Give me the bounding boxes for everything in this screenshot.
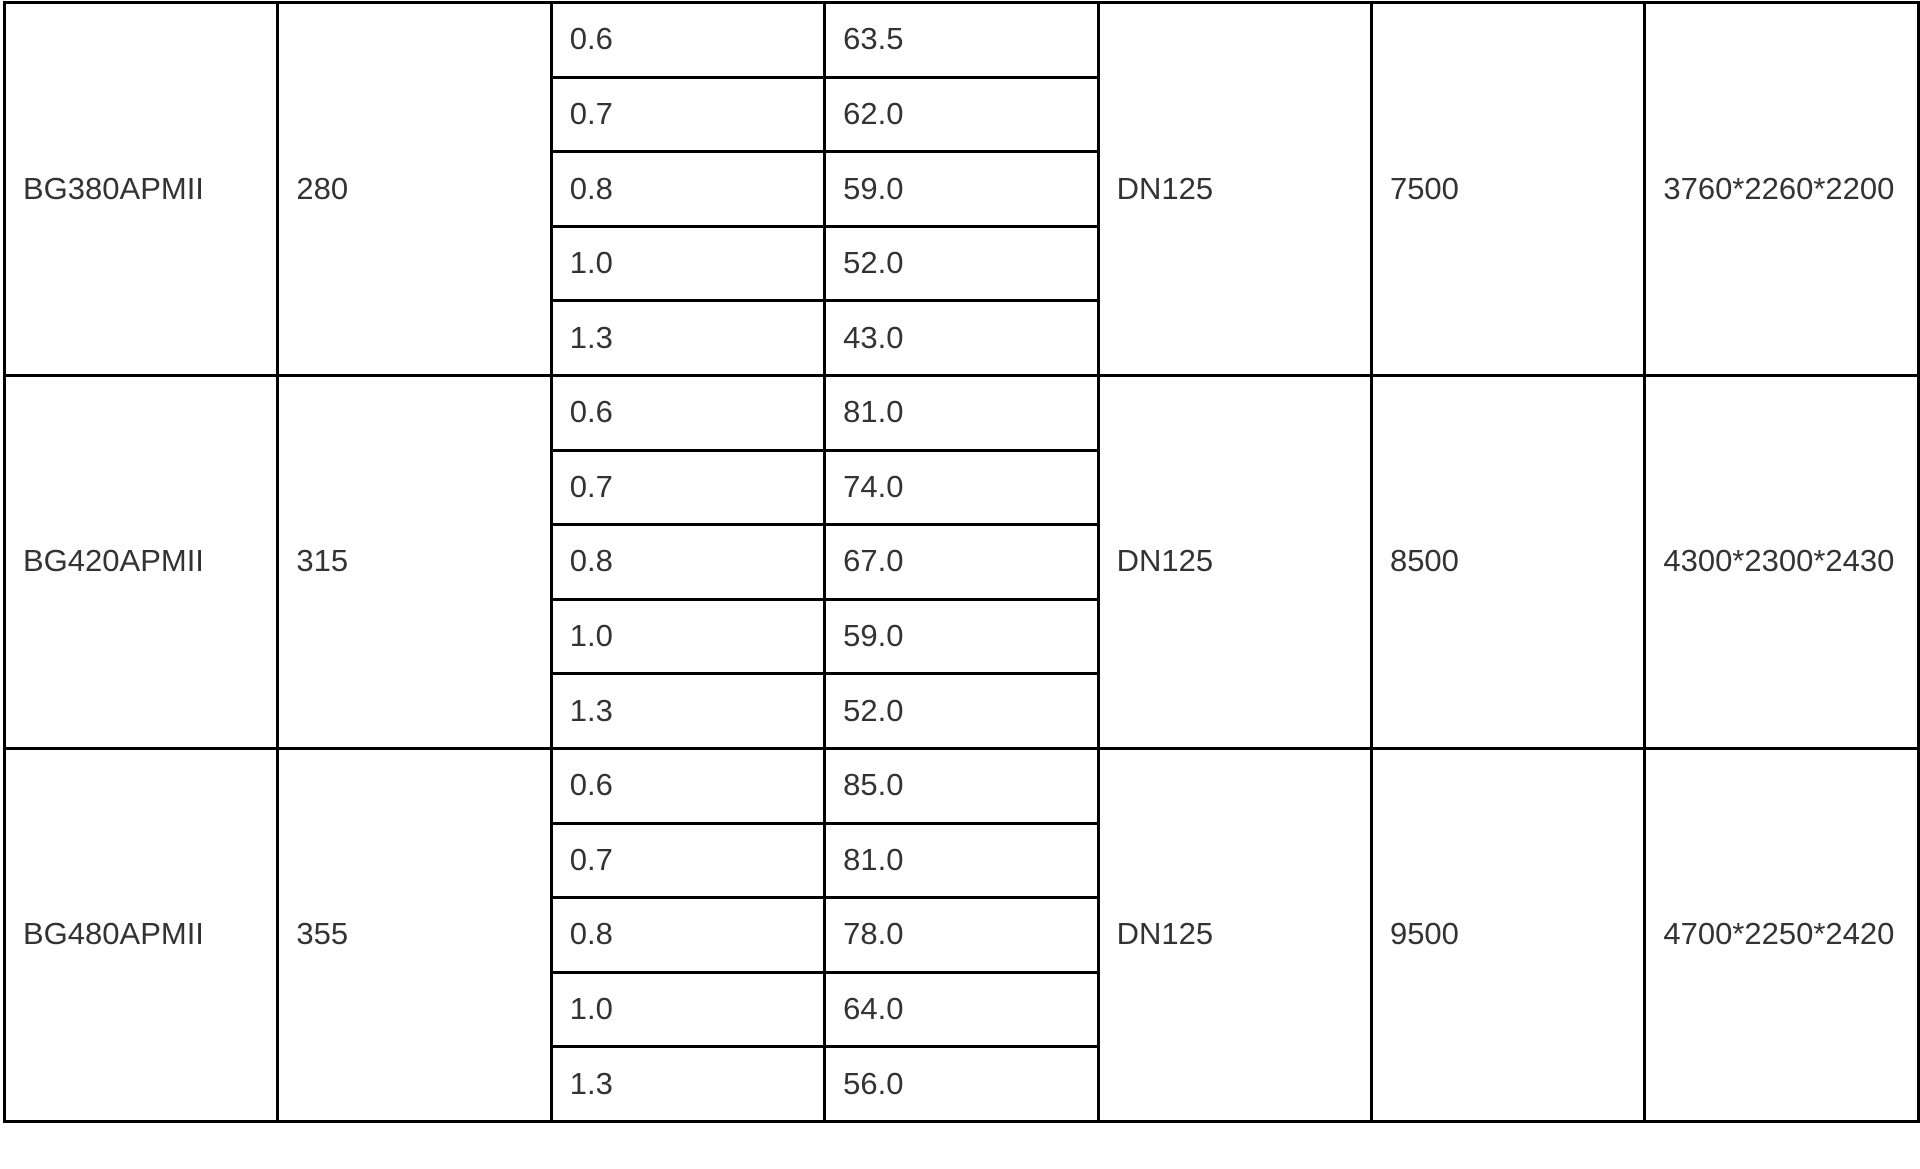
table-row: BG480APMII 355 0.6 85.0 DN125 9500 4700*2250*2…	[2, 746, 1920, 1123]
outlet-cell: DN125	[1096, 373, 1373, 750]
dimensions-cell: 3760*2260*2200	[1643, 1, 1920, 377]
table-row: 1.3 52.0	[5, 672, 1919, 750]
table-row: 0.8 67.0	[5, 523, 1919, 601]
flow-cell: 62.0	[823, 75, 1100, 154]
power-cell: 280	[276, 1, 553, 377]
table-row: 0.8 59.0	[5, 150, 1919, 228]
pressure-cell: 0.6	[549, 373, 827, 452]
pressure-cell: 1.0	[549, 970, 827, 1049]
dimensions-cell: 4700*2250*2420	[1643, 746, 1920, 1123]
table-row: 0.7 62.0	[5, 75, 1919, 154]
pressure-cell: 0.7	[549, 75, 827, 154]
table-row: 1.3 43.0	[5, 299, 1919, 377]
weight-cell: 8500	[1369, 373, 1647, 750]
model-cell: BG480APMII	[2, 746, 280, 1123]
flow-cell: 78.0	[823, 896, 1100, 974]
table-row: 0.7 74.0	[5, 448, 1919, 527]
flow-cell: 85.0	[823, 746, 1100, 825]
flow-cell: 43.0	[823, 299, 1100, 377]
pressure-cell: 1.3	[549, 1045, 827, 1123]
pressure-cell: 1.0	[549, 224, 827, 303]
pressure-cell: 0.8	[549, 896, 827, 974]
flow-cell: 63.5	[823, 1, 1100, 79]
flow-cell: 74.0	[823, 448, 1100, 527]
spec-table: BG380APMII 280 0.6 63.5 DN125 7500 3760*2260*2…	[2, 1, 1920, 1123]
model-cell: BG380APMII	[2, 1, 280, 377]
pressure-cell: 0.6	[549, 746, 827, 825]
pressure-cell: 0.8	[549, 523, 827, 601]
flow-cell: 81.0	[823, 373, 1100, 452]
pressure-cell: 0.7	[549, 448, 827, 527]
outlet-cell: DN125	[1096, 746, 1373, 1123]
flow-cell: 81.0	[823, 821, 1100, 900]
model-cell: BG420APMII	[2, 373, 280, 750]
table-row: 0.7 81.0	[5, 821, 1919, 900]
pressure-cell: 0.8	[549, 150, 827, 228]
weight-cell: 9500	[1369, 746, 1647, 1123]
weight-cell: 7500	[1369, 1, 1647, 377]
pressure-cell: 1.0	[549, 597, 827, 676]
table-row: 1.3 56.0	[5, 1045, 1919, 1123]
outlet-cell: DN125	[1096, 1, 1373, 377]
pressure-cell: 0.7	[549, 821, 827, 900]
flow-cell: 52.0	[823, 224, 1100, 303]
table-row: 1.0 52.0	[5, 224, 1919, 303]
power-cell: 355	[276, 746, 553, 1123]
power-cell: 315	[276, 373, 553, 750]
pressure-cell: 0.6	[549, 1, 827, 79]
table-row: BG380APMII 280 0.6 63.5 DN125 7500 3760*2260*2…	[2, 1, 1920, 377]
flow-cell: 64.0	[823, 970, 1100, 1049]
pressure-cell: 1.3	[549, 672, 827, 750]
flow-cell: 56.0	[823, 1045, 1100, 1123]
dimensions-cell: 4300*2300*2430	[1643, 373, 1920, 750]
pressure-cell: 1.3	[549, 299, 827, 377]
table-row: 1.0 64.0	[5, 970, 1919, 1049]
flow-cell: 59.0	[823, 150, 1100, 228]
flow-cell: 52.0	[823, 672, 1100, 750]
table-row: 0.8 78.0	[5, 896, 1919, 974]
table-row: BG420APMII 315 0.6 81.0 DN125 8500 4300*2300*2…	[2, 373, 1920, 750]
flow-cell: 67.0	[823, 523, 1100, 601]
table-row: 1.0 59.0	[5, 597, 1919, 676]
flow-cell: 59.0	[823, 597, 1100, 676]
